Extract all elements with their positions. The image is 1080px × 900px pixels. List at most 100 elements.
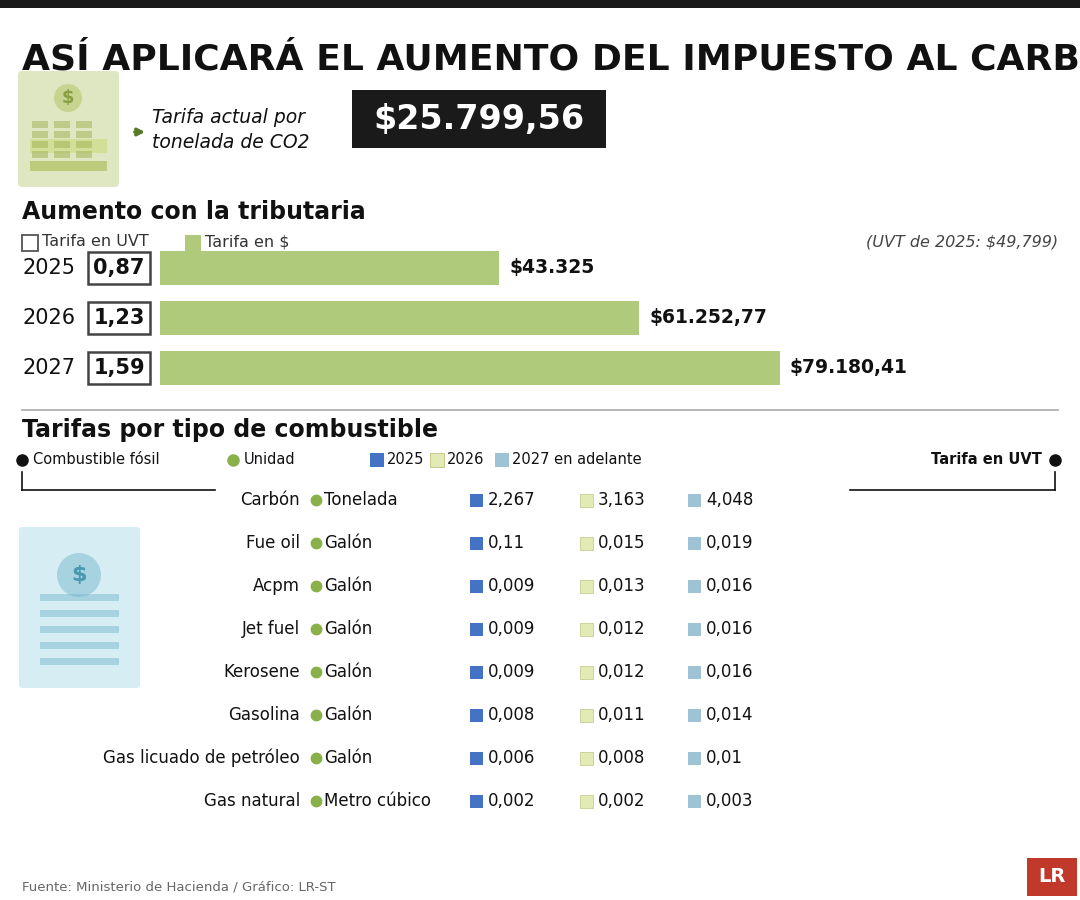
Text: Unidad: Unidad bbox=[244, 453, 296, 467]
Text: 2026: 2026 bbox=[447, 453, 484, 467]
Bar bbox=[470, 708, 483, 722]
Bar bbox=[495, 453, 509, 467]
Text: 0,008: 0,008 bbox=[598, 749, 646, 767]
Bar bbox=[688, 493, 701, 507]
Text: 0,014: 0,014 bbox=[706, 706, 754, 724]
Text: Jet fuel: Jet fuel bbox=[242, 620, 300, 638]
Bar bbox=[470, 665, 483, 679]
Bar bbox=[370, 453, 384, 467]
Bar bbox=[580, 580, 593, 592]
Text: Gasolina: Gasolina bbox=[228, 706, 300, 724]
Text: Acpm: Acpm bbox=[253, 577, 300, 595]
Text: 3,163: 3,163 bbox=[598, 491, 646, 509]
Text: $: $ bbox=[71, 565, 86, 585]
Text: 0,01: 0,01 bbox=[706, 749, 743, 767]
Text: Galón: Galón bbox=[324, 663, 373, 681]
Text: 2025: 2025 bbox=[387, 453, 424, 467]
Bar bbox=[470, 536, 483, 550]
Bar bbox=[40, 610, 119, 617]
Bar bbox=[30, 161, 107, 171]
Bar bbox=[160, 251, 499, 285]
Bar bbox=[470, 493, 483, 507]
Bar bbox=[470, 752, 483, 764]
Text: 0,008: 0,008 bbox=[488, 706, 536, 724]
Bar bbox=[40, 626, 119, 633]
Text: 0,012: 0,012 bbox=[598, 663, 646, 681]
Text: 2,267: 2,267 bbox=[488, 491, 536, 509]
Text: 2027: 2027 bbox=[22, 358, 75, 378]
Bar bbox=[470, 623, 483, 635]
Bar bbox=[32, 131, 48, 138]
Text: LR: LR bbox=[1038, 868, 1066, 886]
Text: 0,002: 0,002 bbox=[598, 792, 646, 810]
Bar bbox=[160, 351, 780, 385]
Bar bbox=[688, 580, 701, 592]
Text: Galón: Galón bbox=[324, 749, 373, 767]
Text: Tarifas por tipo de combustible: Tarifas por tipo de combustible bbox=[22, 418, 438, 442]
Bar bbox=[76, 141, 92, 148]
FancyBboxPatch shape bbox=[19, 527, 140, 688]
Text: 0,009: 0,009 bbox=[488, 663, 536, 681]
Bar bbox=[580, 536, 593, 550]
Bar bbox=[688, 708, 701, 722]
Bar bbox=[40, 594, 119, 601]
Text: Tarifa actual por
tonelada de CO2: Tarifa actual por tonelada de CO2 bbox=[152, 108, 310, 152]
Text: 0,013: 0,013 bbox=[598, 577, 646, 595]
Bar bbox=[352, 90, 606, 148]
Bar bbox=[87, 302, 150, 334]
Bar bbox=[76, 121, 92, 128]
Text: Kerosene: Kerosene bbox=[224, 663, 300, 681]
Text: Galón: Galón bbox=[324, 620, 373, 638]
Bar bbox=[87, 352, 150, 384]
Bar bbox=[688, 665, 701, 679]
Text: $61.252,77: $61.252,77 bbox=[649, 309, 767, 328]
Text: 0,87: 0,87 bbox=[93, 258, 145, 278]
Text: Galón: Galón bbox=[324, 577, 373, 595]
Bar bbox=[54, 151, 70, 158]
Bar bbox=[32, 141, 48, 148]
Text: 0,006: 0,006 bbox=[488, 749, 536, 767]
Text: Fuente: Ministerio de Hacienda / Gráfico: LR-ST: Fuente: Ministerio de Hacienda / Gráfico… bbox=[22, 880, 336, 894]
Bar bbox=[688, 623, 701, 635]
Text: 0,016: 0,016 bbox=[706, 620, 754, 638]
Text: 0,11: 0,11 bbox=[488, 534, 525, 552]
Bar bbox=[470, 580, 483, 592]
Bar bbox=[40, 658, 119, 665]
Text: 0,009: 0,009 bbox=[488, 577, 536, 595]
Text: Tarifa en UVT: Tarifa en UVT bbox=[931, 453, 1042, 467]
Text: Metro cúbico: Metro cúbico bbox=[324, 792, 431, 810]
Text: Galón: Galón bbox=[324, 706, 373, 724]
Text: 4,048: 4,048 bbox=[706, 491, 754, 509]
Text: 0,019: 0,019 bbox=[706, 534, 754, 552]
Text: Tarifa en UVT: Tarifa en UVT bbox=[42, 235, 149, 249]
Text: 1,23: 1,23 bbox=[93, 308, 145, 328]
Bar bbox=[580, 665, 593, 679]
Text: (UVT de 2025: $49,799): (UVT de 2025: $49,799) bbox=[866, 235, 1058, 249]
Text: Galón: Galón bbox=[324, 534, 373, 552]
Text: Gas licuado de petróleo: Gas licuado de petróleo bbox=[104, 749, 300, 767]
Bar bbox=[32, 151, 48, 158]
Text: Carbón: Carbón bbox=[241, 491, 300, 509]
Bar bbox=[32, 121, 48, 128]
Bar bbox=[430, 453, 444, 467]
Text: 0,016: 0,016 bbox=[706, 577, 754, 595]
Bar bbox=[54, 121, 70, 128]
Bar bbox=[54, 131, 70, 138]
Bar bbox=[580, 752, 593, 764]
Bar bbox=[0, 0, 1080, 8]
Bar bbox=[580, 708, 593, 722]
Bar bbox=[185, 235, 201, 251]
FancyBboxPatch shape bbox=[18, 71, 119, 187]
Text: 2027 en adelante: 2027 en adelante bbox=[512, 453, 642, 467]
Bar bbox=[470, 795, 483, 807]
Text: $: $ bbox=[62, 89, 75, 107]
Text: Gas natural: Gas natural bbox=[204, 792, 300, 810]
Text: $79.180,41: $79.180,41 bbox=[789, 358, 907, 377]
Text: Tarifa en $: Tarifa en $ bbox=[205, 235, 289, 249]
Circle shape bbox=[57, 553, 102, 597]
Text: 0,003: 0,003 bbox=[706, 792, 754, 810]
Bar bbox=[87, 252, 150, 284]
Bar bbox=[40, 642, 119, 649]
Text: 0,016: 0,016 bbox=[706, 663, 754, 681]
Text: 0,002: 0,002 bbox=[488, 792, 536, 810]
